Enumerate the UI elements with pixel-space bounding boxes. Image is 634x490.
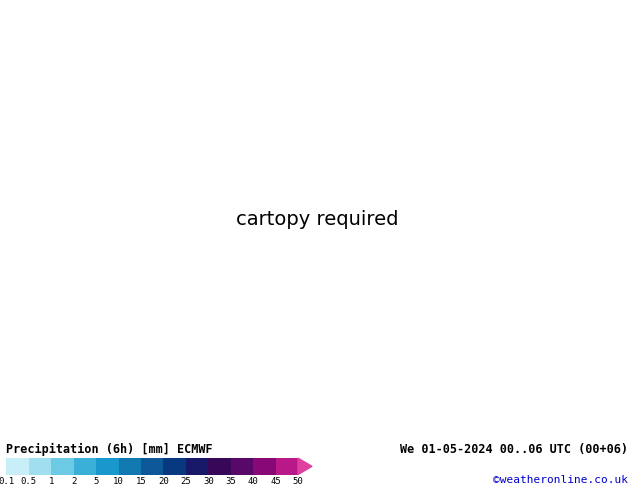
Text: 40: 40 [248, 477, 259, 486]
Text: 0.5: 0.5 [21, 477, 37, 486]
Polygon shape [298, 458, 312, 474]
Text: 5: 5 [93, 477, 99, 486]
Bar [6, 458, 29, 474]
Bar [186, 458, 208, 474]
Bar [119, 458, 141, 474]
Bar [141, 458, 164, 474]
Bar [276, 458, 298, 474]
Bar [51, 458, 74, 474]
Text: 10: 10 [113, 477, 124, 486]
Text: 0.1: 0.1 [0, 477, 15, 486]
Text: 25: 25 [181, 477, 191, 486]
Bar [164, 458, 186, 474]
Text: 2: 2 [71, 477, 76, 486]
Bar [208, 458, 231, 474]
Bar [29, 458, 51, 474]
Text: ©weatheronline.co.uk: ©weatheronline.co.uk [493, 474, 628, 485]
Text: 15: 15 [136, 477, 146, 486]
Text: We 01-05-2024 00..06 UTC (00+06): We 01-05-2024 00..06 UTC (00+06) [399, 442, 628, 456]
Bar [74, 458, 96, 474]
Text: 30: 30 [203, 477, 214, 486]
Bar [253, 458, 276, 474]
Text: 45: 45 [270, 477, 281, 486]
Text: cartopy required: cartopy required [236, 210, 398, 229]
Text: 50: 50 [293, 477, 303, 486]
Text: 35: 35 [225, 477, 236, 486]
Text: 1: 1 [49, 477, 54, 486]
Text: Precipitation (6h) [mm] ECMWF: Precipitation (6h) [mm] ECMWF [6, 442, 213, 456]
Bar [96, 458, 119, 474]
Text: 20: 20 [158, 477, 169, 486]
Bar [231, 458, 253, 474]
